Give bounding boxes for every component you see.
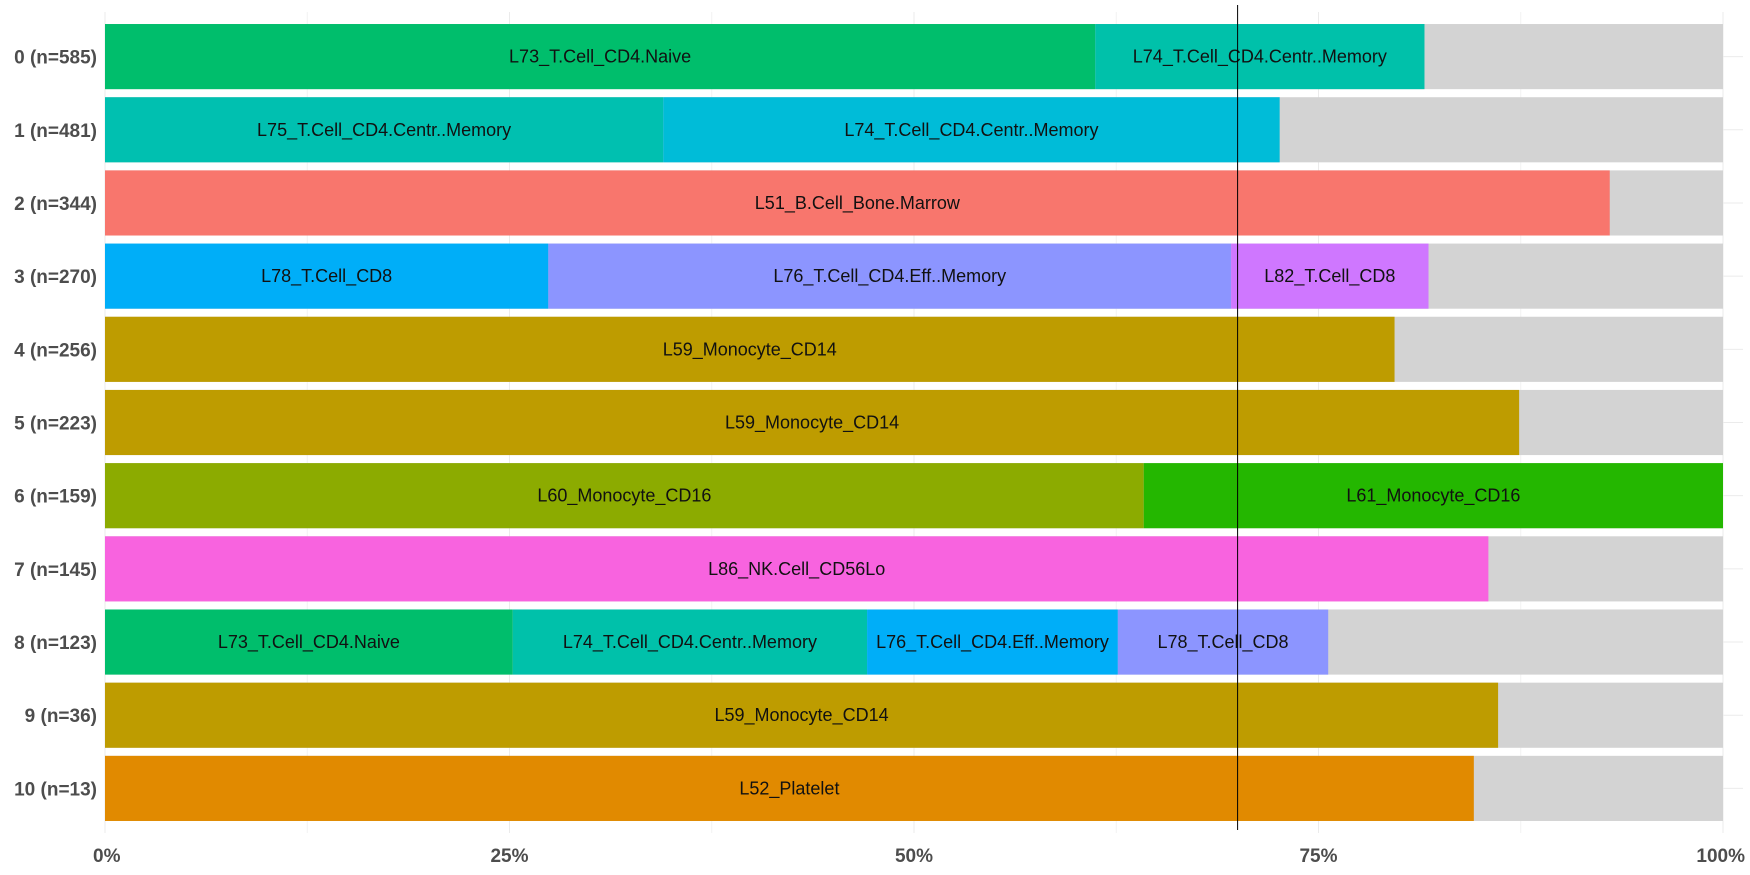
bar-row: L60_Monocyte_CD16 L61_Monocyte_CD16 [105, 463, 1723, 529]
bar-segment [105, 609, 513, 675]
segment-label: L76_T.Cell_CD4.Eff..Memory [876, 632, 1109, 653]
bar-row: L73_T.Cell_CD4.Naive L74_T.Cell_CD4.Centr… [105, 24, 1723, 90]
bar-segment [105, 24, 1096, 90]
y-category-label: 10 (n=13) [14, 779, 97, 800]
bar-segment [1117, 609, 1329, 675]
y-category-label: 2 (n=344) [14, 194, 97, 215]
segment-label: L74_T.Cell_CD4.Centr..Memory [844, 120, 1098, 141]
segment-label: L78_T.Cell_CD8 [261, 266, 392, 287]
segment-label: L59_Monocyte_CD14 [663, 339, 837, 360]
segment-label: L73_T.Cell_CD4.Naive [509, 47, 691, 68]
bar-segment [1231, 243, 1429, 309]
bar-row: L52_Platelet [105, 755, 1723, 821]
x-axis-tick-labels: 0% 25% 50% 75% 100% [93, 846, 1745, 867]
bar-segment [1143, 463, 1723, 529]
bar-segment [105, 536, 1489, 602]
segment-label: L78_T.Cell_CD8 [1157, 632, 1288, 653]
bar-segment [867, 609, 1118, 675]
segment-label: L76_T.Cell_CD4.Eff..Memory [773, 266, 1006, 287]
segment-label: L51_B.Cell_Bone.Marrow [755, 193, 961, 214]
x-tick-label: 100% [1696, 846, 1745, 867]
segment-label: L82_T.Cell_CD8 [1264, 266, 1395, 287]
y-category-label: 6 (n=159) [14, 487, 97, 508]
x-tick-label: 0% [93, 846, 121, 867]
bar-segment [105, 316, 1395, 382]
segment-label: L59_Monocyte_CD14 [725, 413, 899, 434]
y-axis-labels: 0 (n=585) 1 (n=481) 2 (n=344) 3 (n=270) 4 (n… [14, 48, 97, 801]
x-tick-label: 75% [1299, 846, 1337, 867]
y-category-label: 0 (n=585) [14, 48, 97, 69]
bar-segment [1095, 24, 1425, 90]
y-category-label: 4 (n=256) [14, 340, 97, 361]
segment-label: L60_Monocyte_CD16 [537, 486, 711, 507]
bar-segment [105, 389, 1520, 456]
bar-row: L59_Monocyte_CD14 [105, 682, 1723, 748]
bar-row: L59_Monocyte_CD14 [105, 389, 1723, 456]
bar-segment [105, 755, 1474, 821]
segment-label: L74_T.Cell_CD4.Centr..Memory [563, 632, 817, 653]
bar-segment [105, 243, 549, 309]
bar-segment [105, 682, 1499, 748]
y-category-label: 1 (n=481) [14, 121, 97, 142]
bar-segment [105, 463, 1144, 529]
bar-segment [548, 243, 1232, 309]
bar-row: L51_B.Cell_Bone.Marrow [105, 170, 1723, 236]
x-tick-label: 50% [895, 846, 933, 867]
bar-row: L75_T.Cell_CD4.Centr..Memory L74_T.Cell_C… [105, 97, 1723, 163]
segment-label: L74_T.Cell_CD4.Centr..Memory [1133, 47, 1387, 68]
segment-label: L75_T.Cell_CD4.Centr..Memory [257, 120, 511, 141]
bar-row: L59_Monocyte_CD14 [105, 316, 1723, 382]
bar-segment [105, 97, 664, 163]
y-category-label: 8 (n=123) [14, 633, 97, 654]
segment-label: L61_Monocyte_CD16 [1346, 486, 1520, 507]
bar-row: L86_NK.Cell_CD56Lo [105, 536, 1723, 602]
segment-label: L59_Monocyte_CD14 [714, 705, 888, 726]
segment-label: L52_Platelet [739, 778, 839, 799]
bar-segment [512, 609, 868, 675]
segment-label: L73_T.Cell_CD4.Naive [218, 632, 400, 653]
y-category-label: 3 (n=270) [14, 267, 97, 288]
x-tick-label: 25% [490, 846, 528, 867]
y-category-label: 9 (n=36) [25, 706, 97, 727]
y-category-label: 7 (n=145) [14, 560, 97, 581]
bar-row: L78_T.Cell_CD8 L76_T.Cell_CD4.Eff..Memory… [105, 243, 1723, 309]
bar-segment [105, 170, 1610, 236]
bar-segment [663, 97, 1280, 163]
y-category-label: 5 (n=223) [14, 414, 97, 435]
bar-row: L73_T.Cell_CD4.Naive L74_T.Cell_CD4.Centr… [105, 609, 1723, 675]
bar-rows: L73_T.Cell_CD4.Naive L74_T.Cell_CD4.Centr… [105, 24, 1723, 821]
segment-label: L86_NK.Cell_CD56Lo [708, 559, 885, 580]
